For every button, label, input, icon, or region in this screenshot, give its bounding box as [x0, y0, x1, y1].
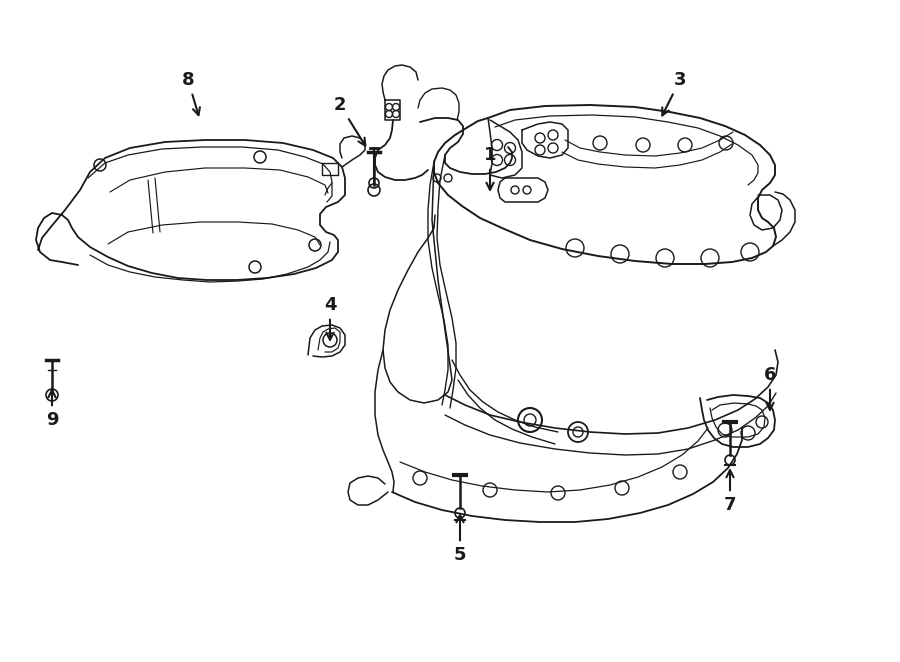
Text: 5: 5	[454, 515, 466, 564]
Text: 8: 8	[182, 71, 200, 115]
Text: 3: 3	[662, 71, 686, 115]
Text: 4: 4	[324, 296, 337, 340]
Text: 6: 6	[764, 366, 776, 410]
Text: 7: 7	[724, 470, 736, 514]
Text: 9: 9	[46, 390, 58, 429]
Text: 2: 2	[334, 96, 365, 146]
Text: 1: 1	[484, 146, 496, 190]
